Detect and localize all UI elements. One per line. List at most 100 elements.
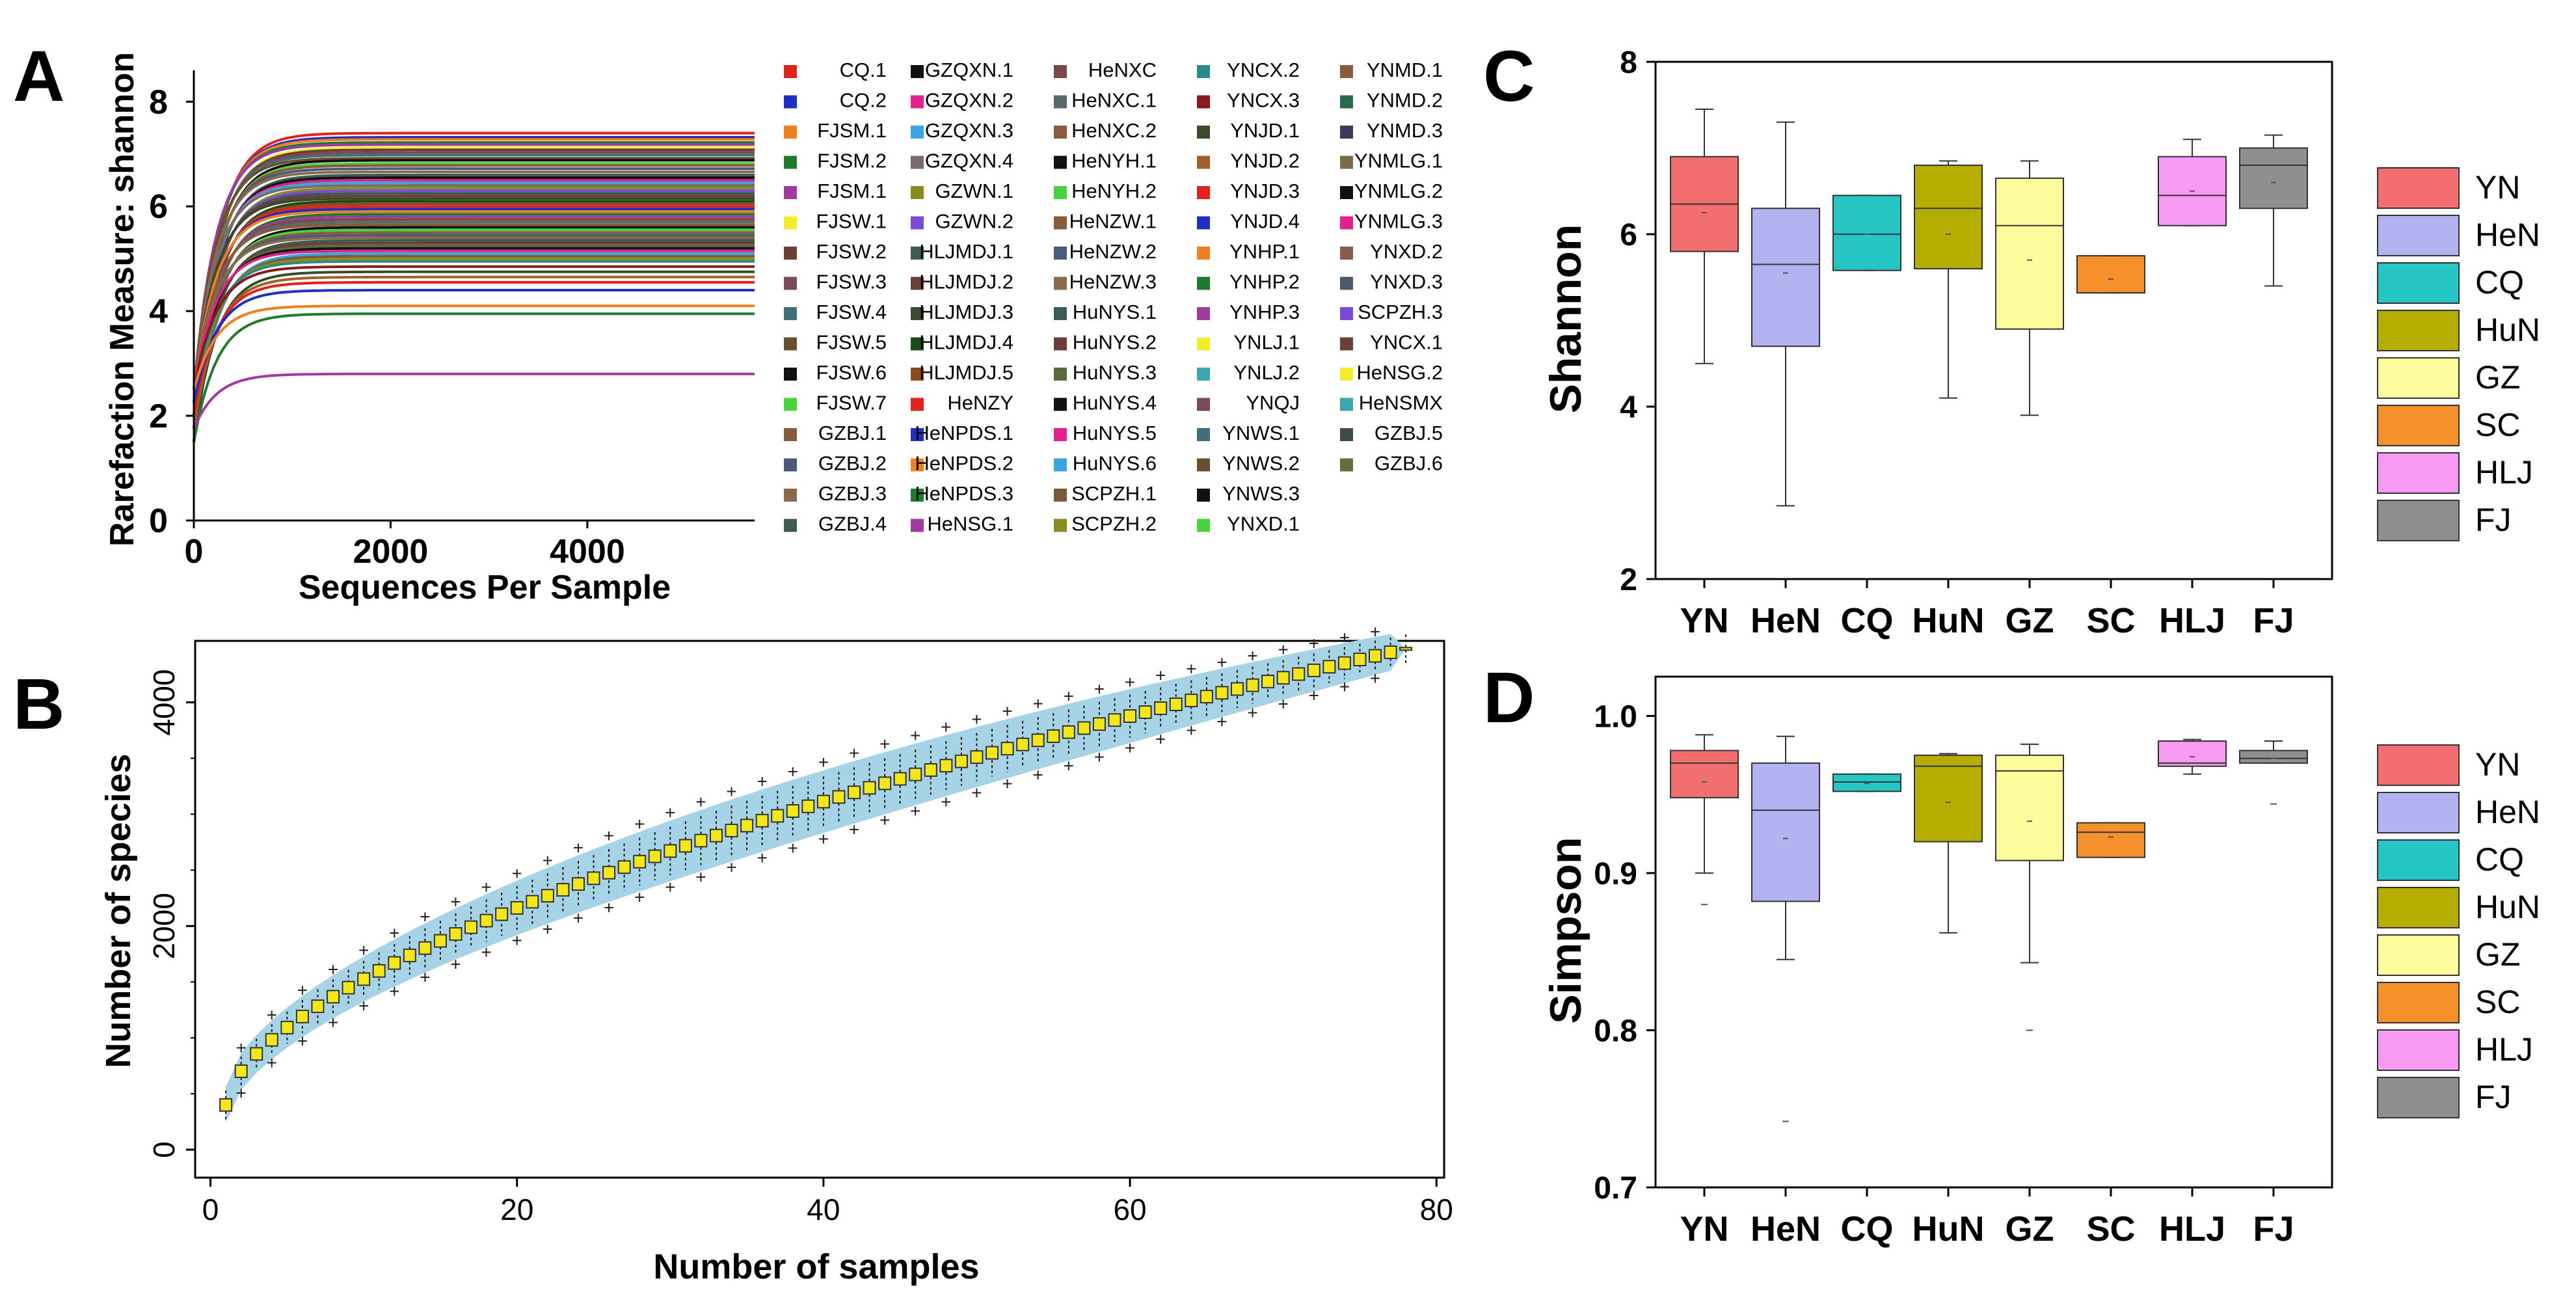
legend-label: HeNSG.1 (927, 513, 1013, 535)
panel-a-series-line (193, 148, 755, 429)
svg-text:+: + (604, 897, 614, 917)
panel-b-box: ++ (848, 743, 861, 839)
svg-text:+: + (849, 743, 859, 763)
legend-label: HuNYS.5 (1073, 422, 1157, 444)
panel-d-chart: 0.70.80.91.0YN HeN CQ HuN GZ SC HLJ FJ Simpson … (1541, 675, 2540, 1249)
box-GZ (1995, 743, 2064, 1031)
panel-b-y-tick-label: 2000 (147, 893, 181, 959)
panel-b-box (526, 879, 539, 924)
panel-b-box (1169, 684, 1183, 725)
box-SC (2076, 822, 2145, 858)
panel-b-box (372, 952, 386, 990)
panel-b-box (1138, 690, 1152, 734)
legend-label: GZ (2475, 359, 2520, 396)
legend-label: YNWS.1 (1222, 422, 1300, 444)
svg-text:+: + (1339, 628, 1350, 648)
x-tick-label: HeN (1751, 601, 1821, 640)
legend-label: FJSW.7 (816, 392, 887, 414)
legend-label: GZQXN.1 (925, 59, 1013, 81)
panel-a-series-line (193, 208, 755, 403)
legend-label: GZBJ.2 (818, 452, 887, 475)
svg-text:+: + (1033, 694, 1043, 714)
panel-a-series-line (193, 192, 755, 416)
svg-text:+: + (695, 792, 706, 812)
legend-swatch (2377, 500, 2460, 541)
legend-label: FJSW.6 (816, 361, 887, 384)
panel-b-x-tick-label: 0 (202, 1193, 219, 1226)
panel-a-series-line (193, 239, 755, 442)
panel-b-box: ++ (939, 717, 953, 812)
legend-swatch (2377, 310, 2460, 351)
svg-text:+: + (971, 783, 982, 803)
panel-a-series-line (193, 280, 755, 416)
legend-label: FJSW.5 (816, 331, 887, 354)
svg-text:+: + (1125, 672, 1135, 692)
legend-label: YNXD.1 (1227, 513, 1300, 535)
legend-swatch (784, 519, 797, 532)
legend-swatch (911, 126, 924, 139)
panel-b-box (587, 855, 600, 902)
panel-b-box: ++ (786, 761, 799, 858)
legend-label: SCPZH.2 (1071, 513, 1157, 535)
panel-a-series-line (193, 146, 755, 442)
panel-a-y-tick-label: 8 (149, 83, 168, 121)
panel-b-box (250, 1038, 263, 1070)
panel-a-series-line (193, 275, 755, 429)
x-tick-label: SC (2086, 1210, 2135, 1249)
panel-b-box: ++ (909, 725, 922, 821)
panel-c-legend: YN HeN CQ HuN GZ SC HLJ FJ (2377, 167, 2540, 541)
box-FJ (2239, 740, 2308, 805)
legend-label: YNMD.2 (1367, 89, 1443, 112)
panel-a-x-tick-label: 2000 (353, 533, 429, 571)
svg-text:+: + (1033, 764, 1043, 785)
legend-label: GZBJ.6 (1375, 452, 1443, 475)
panel-b-range-band (226, 634, 1406, 1123)
svg-text:+: + (695, 867, 706, 887)
x-tick-label: GZ (2006, 601, 2054, 640)
panel-d-y-title: Simpson (1541, 837, 1590, 1023)
panel-b-box (1108, 698, 1121, 742)
panel-a-series-line (193, 143, 755, 390)
panel-a-series-line (193, 151, 755, 416)
svg-text:+: + (634, 814, 645, 834)
panel-b-box: ++ (694, 792, 708, 887)
svg-text:+: + (879, 810, 890, 830)
svg-text:+: + (1125, 738, 1135, 758)
legend-swatch (911, 65, 924, 78)
legend-swatch (1054, 428, 1067, 441)
panel-a-series-line (193, 223, 755, 390)
legend-swatch (1197, 95, 1210, 109)
panel-a-series-line (193, 254, 755, 429)
x-tick-label: HLJ (2159, 601, 2225, 640)
legend-swatch (1054, 216, 1067, 230)
legend-swatch (1340, 247, 1353, 260)
panel-b-box: ++ (1031, 694, 1045, 785)
svg-text:+: + (1002, 774, 1012, 794)
legend-label: YNJD.2 (1230, 150, 1300, 172)
panel-a-series-line (193, 304, 755, 390)
panel-a-series-line (193, 241, 755, 429)
panel-a-series-line (193, 157, 755, 390)
legend-swatch (1340, 337, 1353, 351)
panel-a-y-title: Rarefaction Measure: shannon (103, 52, 141, 547)
legend-label: HeNSG.2 (1356, 361, 1443, 384)
panel-a-series-line (193, 176, 755, 429)
panel-label-c: C (1483, 36, 1535, 116)
panel-a-series-line (193, 179, 755, 416)
legend-label: YNMLG.3 (1354, 210, 1443, 233)
panel-a-y-tick-label: 2 (149, 398, 168, 435)
panel-b-box (740, 800, 754, 851)
panel-a-series-line (193, 247, 755, 403)
panel-b-box: ++ (1246, 646, 1259, 723)
panel-b-box (1016, 721, 1030, 768)
legend-label: HeNSMX (1359, 392, 1443, 414)
svg-text:+: + (1247, 646, 1257, 666)
legend-label: YNHP.1 (1229, 240, 1300, 263)
legend-swatch (1197, 337, 1210, 351)
box-YN (1670, 734, 1739, 906)
box-HuN (1914, 753, 1983, 934)
panel-b-box (1261, 663, 1275, 700)
panel-label-b: B (13, 664, 64, 744)
legend-label: HeN (2475, 794, 2540, 830)
box-HeN (1751, 735, 1820, 1122)
